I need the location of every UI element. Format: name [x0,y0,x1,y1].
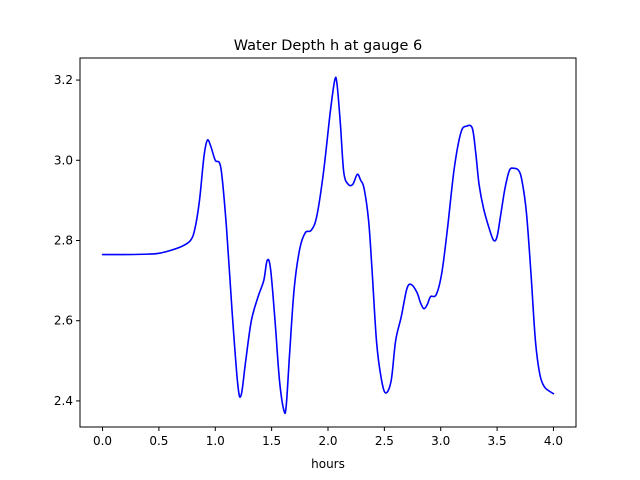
x-axis: 0.0 0.5 1.0 1.5 2.0 2.5 3.0 3.5 4.0 [93,427,563,448]
y-tick-label: 2.6 [54,314,73,328]
y-tick-label: 2.8 [54,233,73,247]
x-tick-label: 2.0 [318,434,337,448]
y-tick-label: 3.2 [54,73,73,87]
x-tick-label: 3.5 [488,434,507,448]
y-tick-label: 3.0 [54,153,73,167]
plot-area [101,76,555,415]
x-tick-label: 4.0 [544,434,563,448]
x-tick-label: 2.5 [375,434,394,448]
y-tick-label: 2.4 [54,394,73,408]
x-tick-label: 3.0 [431,434,450,448]
chart-title: Water Depth h at gauge 6 [234,38,422,54]
x-tick-label: 0.5 [149,434,168,448]
x-axis-label: hours [311,457,345,471]
y-axis: 2.4 2.6 2.8 3.0 3.2 [54,73,80,408]
x-tick-label: 1.5 [262,434,281,448]
x-tick-label: 1.0 [206,434,225,448]
series-line-0 [101,76,555,415]
x-tick-label: 0.0 [93,434,112,448]
